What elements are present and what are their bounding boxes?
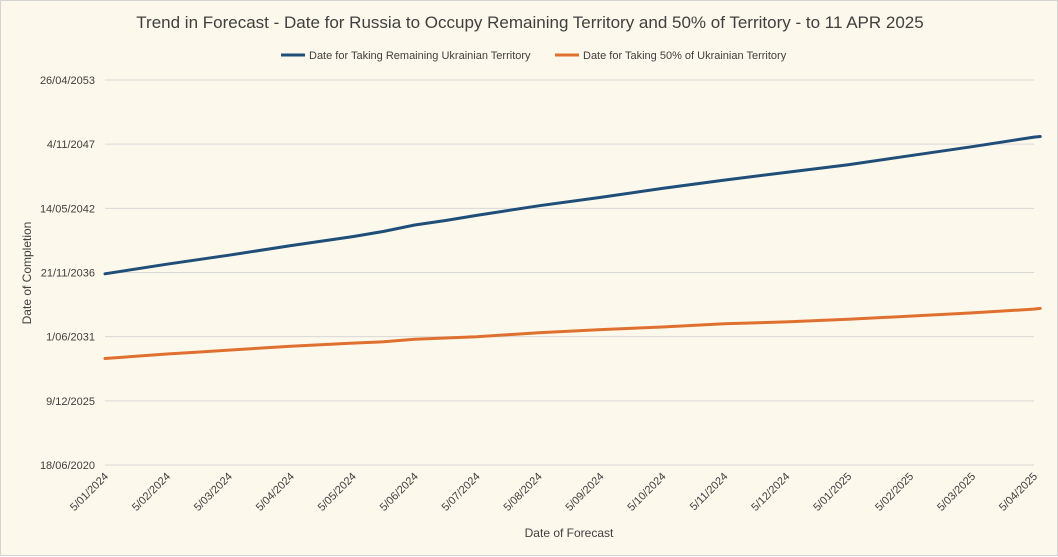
x-tick-label: 5/02/2024 <box>130 471 173 514</box>
x-tick-label: 5/01/2025 <box>811 471 854 514</box>
x-tick-label: 5/09/2024 <box>563 471 606 514</box>
x-tick-label: 5/06/2024 <box>378 471 421 514</box>
legend-label-2: Date for Taking 50% of Ukrainian Territo… <box>583 50 787 62</box>
y-tick-label: 26/04/2053 <box>40 75 95 87</box>
series-line-1 <box>103 135 1042 276</box>
x-tick-label: 5/12/2024 <box>749 471 792 514</box>
x-tick-label: 5/04/2024 <box>254 471 297 514</box>
y-axis-title: Date of Completion <box>20 222 34 325</box>
y-axis-ticks: 18/06/2020 9/12/2025 1/06/2031 21/11/2036 14… <box>40 75 95 472</box>
y-tick-label: 4/11/2047 <box>47 139 95 151</box>
x-tick-label: 5/03/2024 <box>192 471 235 514</box>
x-tick-label: 5/04/2025 <box>997 471 1040 514</box>
x-tick-label: 5/03/2025 <box>935 471 978 514</box>
y-tick-label: 14/05/2042 <box>40 203 95 215</box>
series-group <box>103 135 1042 360</box>
x-tick-label: 5/08/2024 <box>502 471 545 514</box>
legend: Date for Taking Remaining Ukrainian Terr… <box>281 50 787 62</box>
y-tick-label: 9/12/2025 <box>46 396 95 408</box>
gridlines <box>105 79 1034 466</box>
series-line-2 <box>103 306 1042 360</box>
y-tick-label: 18/06/2020 <box>40 460 95 472</box>
x-tick-label: 5/05/2024 <box>316 471 359 514</box>
x-tick-label: 5/11/2024 <box>688 471 731 514</box>
x-tick-label: 5/07/2024 <box>440 471 483 514</box>
chart-title: Trend in Forecast - Date for Russia to O… <box>136 13 923 32</box>
y-tick-label: 1/06/2031 <box>46 332 95 344</box>
x-tick-label: 5/02/2025 <box>873 471 916 514</box>
x-tick-label: 5/01/2024 <box>68 471 111 514</box>
x-tick-label: 5/10/2024 <box>625 471 668 514</box>
legend-label-1: Date for Taking Remaining Ukrainian Terr… <box>309 50 531 62</box>
x-axis-title: Date of Forecast <box>525 526 614 540</box>
x-axis-ticks: 5/01/2024 5/02/2024 5/03/2024 5/04/2024 5/05… <box>68 471 1040 514</box>
y-tick-label: 21/11/2036 <box>41 268 95 280</box>
